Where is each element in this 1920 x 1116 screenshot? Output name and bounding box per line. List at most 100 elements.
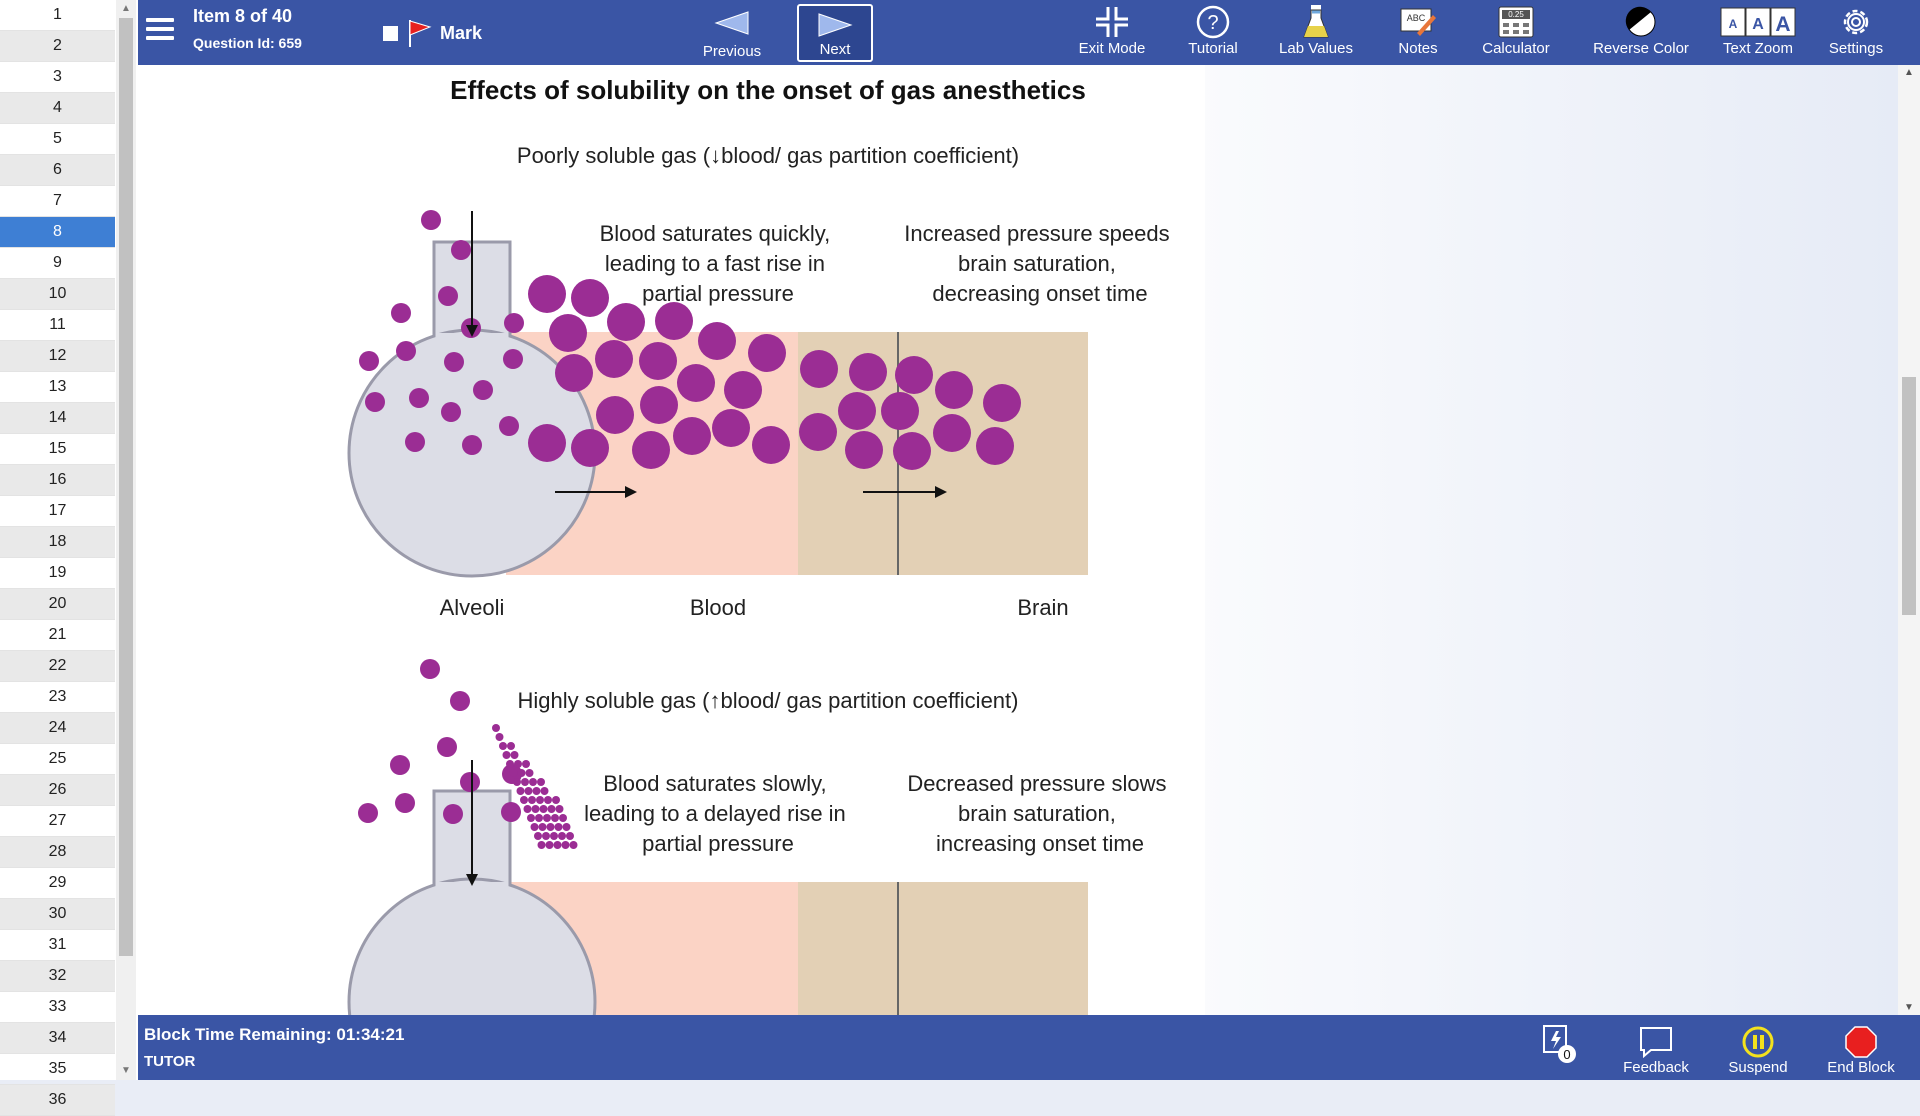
question-list-item[interactable]: 13 (0, 372, 115, 403)
question-list-item[interactable]: 22 (0, 651, 115, 682)
question-list-item[interactable]: 17 (0, 496, 115, 527)
question-list-item[interactable]: 2 (0, 31, 115, 62)
gas-particle (639, 342, 677, 380)
top-brain-note-line1: Increased pressure speeds (904, 221, 1169, 246)
exit-mode-button[interactable]: Exit Mode (1072, 4, 1152, 62)
question-list-item[interactable]: 10 (0, 279, 115, 310)
gas-particle (395, 793, 415, 813)
gas-particle (983, 384, 1021, 422)
svg-text:Blood saturates slowly,: Blood saturates slowly, leading to a del… (584, 771, 852, 856)
question-list-item[interactable]: 20 (0, 589, 115, 620)
gas-particle (547, 805, 556, 813)
question-list-item[interactable]: 9 (0, 248, 115, 279)
question-list-item[interactable]: 34 (0, 1023, 115, 1054)
question-list-item[interactable]: 7 (0, 186, 115, 217)
question-list-item[interactable]: 28 (0, 837, 115, 868)
notes-button[interactable]: ABC Notes (1383, 4, 1453, 62)
highly-soluble-heading: Highly soluble gas (↑blood/ gas partitio… (518, 688, 1019, 713)
question-list-item[interactable]: 15 (0, 434, 115, 465)
content-scrollbar[interactable]: ▲ ▼ (1898, 65, 1920, 1015)
gas-particle (561, 841, 570, 849)
question-list-item[interactable]: 36 (0, 1085, 115, 1116)
feedback-label: Feedback (1623, 1059, 1689, 1076)
question-list-item[interactable]: 12 (0, 341, 115, 372)
mark-checkbox[interactable] (383, 25, 398, 41)
gas-particle (569, 841, 578, 849)
reverse-color-label: Reverse Color (1593, 40, 1689, 57)
scroll-up-icon[interactable]: ▲ (121, 3, 131, 14)
end-block-label: End Block (1827, 1059, 1895, 1076)
suspend-button[interactable]: Suspend (1718, 1025, 1798, 1076)
mark-button[interactable]: Mark (383, 18, 482, 48)
question-list-item[interactable]: 35 (0, 1054, 115, 1085)
previous-button[interactable]: Previous (694, 4, 770, 62)
gas-particle (527, 814, 535, 822)
hamburger-menu-icon[interactable] (146, 18, 174, 44)
question-list-item[interactable]: 30 (0, 899, 115, 930)
next-label: Next (819, 41, 851, 58)
question-list-item[interactable]: 18 (0, 527, 115, 558)
gas-particle (531, 805, 540, 813)
gas-particle (438, 286, 458, 306)
question-list-item[interactable]: 24 (0, 713, 115, 744)
question-list-item[interactable]: 26 (0, 775, 115, 806)
brain-label: Brain (1017, 595, 1068, 620)
question-list-item[interactable]: 21 (0, 620, 115, 651)
gas-particle (752, 426, 790, 464)
question-list-item[interactable]: 11 (0, 310, 115, 341)
lab-values-button[interactable]: Lab Values (1271, 4, 1361, 62)
reverse-color-button[interactable]: Reverse Color (1586, 4, 1696, 62)
question-list-item[interactable]: 25 (0, 744, 115, 775)
bottom-blood-note-line2: leading to a delayed rise in (584, 801, 846, 826)
content-scroll-down-icon[interactable]: ▼ (1904, 1002, 1914, 1013)
gas-particle (517, 769, 526, 777)
content-scrollbar-thumb[interactable] (1902, 377, 1916, 615)
next-button[interactable]: Next (797, 4, 873, 62)
question-list-item[interactable]: 1 (0, 0, 115, 31)
scrollbar-thumb[interactable] (119, 18, 133, 956)
gas-particle (893, 432, 931, 470)
blood-label: Blood (690, 595, 746, 620)
gas-particle (673, 417, 711, 455)
question-list-item[interactable]: 14 (0, 403, 115, 434)
question-list-item[interactable]: 8 (0, 217, 115, 248)
question-list-item[interactable]: 6 (0, 155, 115, 186)
question-list-item[interactable]: 5 (0, 124, 115, 155)
gas-particle (530, 823, 539, 831)
gas-particle (521, 778, 529, 786)
flashcard-button[interactable]: 0 (1533, 1025, 1583, 1063)
gas-particle (502, 751, 511, 759)
calculator-button[interactable]: 0.25 Calculator (1474, 4, 1558, 62)
gas-particle (545, 841, 554, 849)
content-scroll-up-icon[interactable]: ▲ (1904, 67, 1914, 78)
question-list-item[interactable]: 19 (0, 558, 115, 589)
question-list-item[interactable]: 33 (0, 992, 115, 1023)
question-list-item[interactable]: 27 (0, 806, 115, 837)
question-list-item[interactable]: 31 (0, 930, 115, 961)
gas-particle (450, 691, 470, 711)
svg-text:Decreased pressure slows: Decreased pressure slows brain saturatio… (907, 771, 1172, 856)
question-list-item[interactable]: 16 (0, 465, 115, 496)
test-mode: TUTOR (144, 1053, 196, 1070)
end-block-button[interactable]: End Block (1816, 1025, 1906, 1076)
gas-particle (555, 805, 564, 813)
question-list-scrollbar[interactable]: ▲ ▼ (116, 0, 136, 1080)
feedback-button[interactable]: Feedback (1614, 1025, 1698, 1076)
question-list-item[interactable]: 29 (0, 868, 115, 899)
question-list-item[interactable]: 4 (0, 93, 115, 124)
gas-particle (546, 823, 555, 831)
settings-button[interactable]: Settings (1820, 4, 1892, 62)
tutorial-button[interactable]: ? Tutorial (1178, 4, 1248, 62)
gas-particle (460, 772, 480, 792)
gas-particle (441, 402, 461, 422)
gas-particle (536, 796, 544, 804)
gas-particle (473, 380, 493, 400)
question-list-item[interactable]: 32 (0, 961, 115, 992)
gas-particle (537, 841, 546, 849)
question-list-item[interactable]: 23 (0, 682, 115, 713)
question-list-item[interactable]: 3 (0, 62, 115, 93)
gas-particle (528, 424, 566, 462)
gas-particle (492, 724, 500, 732)
scroll-down-icon[interactable]: ▼ (121, 1065, 131, 1076)
